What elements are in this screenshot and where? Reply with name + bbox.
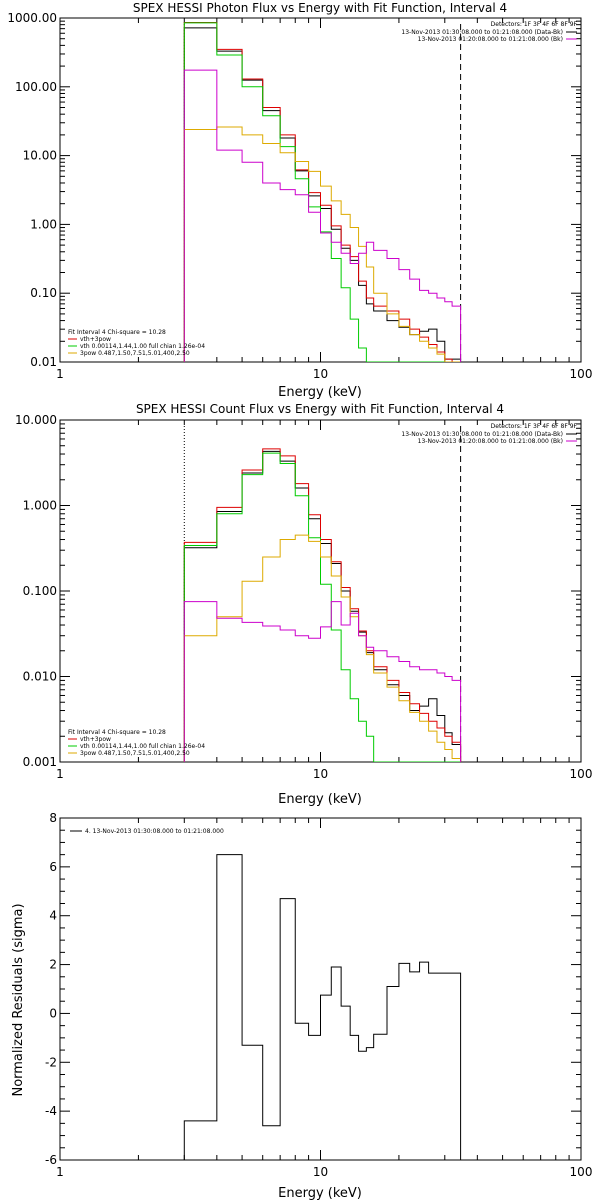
count-chart-title: SPEX HESSI Count Flux vs Energy with Fit… (136, 402, 504, 416)
residuals-x-axis-label: Energy (keV) (278, 1186, 362, 1200)
resid-series-4-13-nov-2013-01-30-08-0-line (183, 854, 462, 1160)
photon-header-time-text: 13-Nov-2013 01:20:08.000 to 01:21:08.000… (418, 36, 563, 43)
count-header-time-text: 13-Nov-2013 01:30:08.000 to 01:21:08.000… (401, 431, 563, 438)
photon-y-tick-label: 1.00 (30, 217, 57, 231)
count-series-group (183, 448, 462, 762)
residuals-panel: Energy (keV) Normalized Residuals (sigma… (11, 811, 592, 1200)
photon-chart-title: SPEX HESSI Photon Flux vs Energy with Fi… (133, 1, 507, 15)
count-fit-legend-item-text: vth 0.00114,1.44,1.00 full chian 1.26e-0… (80, 743, 205, 750)
count-series-3pow-line (183, 534, 462, 762)
photon-series-data-bk-line (183, 27, 462, 362)
count-fit-legend-item-text: 3pow 0.487,1.50,7.51,5.01,400,2.50 (80, 750, 190, 757)
photon-x-axis-label: Energy (keV) (278, 385, 362, 400)
count-header-time-text: 13-Nov-2013 01:20:08.000 to 01:21:08.000… (418, 438, 563, 445)
photon-plot-frame (59, 17, 582, 363)
photon-fit-legend-item-text: vth+3pow (80, 336, 111, 343)
photon-fit-legend-item-text: vth 0.00114,1.44,1.00 full chian 1.26e-0… (80, 343, 205, 350)
photon-fit-legend-item-text: 3pow 0.487,1.50,7.51,5.01,400,2.50 (80, 350, 190, 357)
count-fit-legend-item-text: vth+3pow (80, 736, 111, 743)
photon-header-time-text: 13-Nov-2013 01:30:08.000 to 01:21:08.000… (401, 29, 563, 36)
count-x-tick-label: 1 (56, 767, 64, 781)
resid-y-tick-label: -6 (45, 1153, 57, 1167)
photon-x-tick-label: 100 (570, 367, 593, 381)
count-y-tick-label: 0.001 (23, 755, 57, 769)
count-series-bk-line (183, 601, 462, 762)
photon-flux-panel: SPEX HESSI Photon Flux vs Energy with Fi… (7, 1, 592, 400)
photon-series-vth-line (183, 22, 461, 362)
photon-series-3pow-line (183, 126, 461, 362)
resid-y-tick-label: -2 (45, 1055, 57, 1069)
resid-y-tick-label: 6 (49, 860, 57, 874)
photon-series-bk-line (183, 69, 462, 362)
resid-x-tick-label: 10 (313, 1165, 328, 1179)
resid-y-tick-label: 2 (49, 958, 57, 972)
count-fit-legend-title: Fit Interval 4 Chi-square = 10.28 (68, 729, 166, 736)
count-flux-panel: SPEX HESSI Count Flux vs Energy with Fit… (15, 402, 592, 807)
count-plot-frame (59, 419, 582, 763)
photon-series-group (183, 22, 462, 362)
photon-detectors-text: Detectors: 1F 3F 4F 6F 8F 9F (491, 21, 578, 28)
residuals-y-axis-label: Normalized Residuals (sigma) (11, 903, 26, 1096)
count-y-tick-label: 0.100 (23, 584, 57, 598)
count-x-axis-label: Energy (keV) (278, 792, 362, 807)
resid-y-tick-label: 4 (49, 909, 57, 923)
count-detectors-text: Detectors: 1F 3F 4F 6F 8F 9F (491, 423, 578, 430)
count-x-tick-label: 100 (570, 767, 593, 781)
resid-series-group (183, 854, 462, 1160)
count-y-tick-label: 0.010 (23, 670, 57, 684)
photon-fit-legend-title: Fit Interval 4 Chi-square = 10.28 (68, 329, 166, 336)
photon-y-tick-label: 0.01 (30, 355, 57, 369)
resid-x-tick-label: 100 (570, 1165, 593, 1179)
resid-y-tick-label: -4 (45, 1104, 57, 1118)
photon-y-tick-label: 1000.00 (7, 11, 57, 25)
resid-y-tick-label: 8 (49, 811, 57, 825)
photon-y-tick-label: 10.00 (23, 149, 57, 163)
resid-legend-text: 4. 13-Nov-2013 01:30:08.000 to 01:21:08.… (85, 828, 224, 835)
photon-y-tick-label: 0.10 (30, 286, 57, 300)
photon-series-vth-3pow-line (183, 22, 461, 362)
photon-y-tick-label: 100.00 (15, 80, 57, 94)
count-y-tick-label: 1.000 (23, 499, 57, 513)
count-x-tick-label: 10 (313, 767, 328, 781)
resid-plot-frame (59, 817, 582, 1161)
count-series-vth-line (183, 452, 461, 762)
resid-x-tick-label: 1 (56, 1165, 64, 1179)
count-y-tick-label: 10.000 (15, 413, 57, 427)
photon-x-tick-label: 10 (313, 367, 328, 381)
photon-x-tick-label: 1 (56, 367, 64, 381)
resid-y-tick-label: 0 (49, 1006, 57, 1020)
